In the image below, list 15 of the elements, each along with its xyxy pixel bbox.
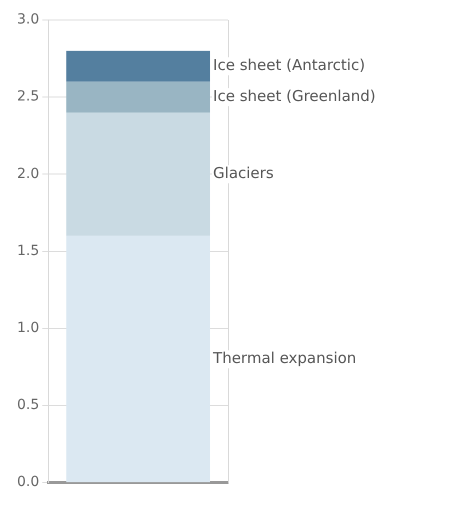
y-tick-label: 1.0 (17, 320, 40, 336)
y-tick-label: 0.0 (17, 474, 40, 490)
bar (66, 50, 210, 82)
series-label: Glaciers (213, 164, 274, 182)
y-tick-label: 2.5 (17, 88, 40, 105)
y-tick-label: 3.0 (17, 12, 40, 28)
y-tick-label: 1.5 (17, 242, 40, 259)
series-label: Thermal expansion (212, 349, 356, 368)
bar (66, 236, 210, 482)
series-label: Ice sheet (Antarctic) (213, 56, 366, 74)
bar (66, 112, 210, 236)
y-tick-label: 2.0 (17, 166, 40, 182)
bar (66, 82, 210, 113)
y-tick-label: 0.5 (17, 397, 40, 414)
series-label: Ice sheet (Greenland) (213, 86, 376, 105)
